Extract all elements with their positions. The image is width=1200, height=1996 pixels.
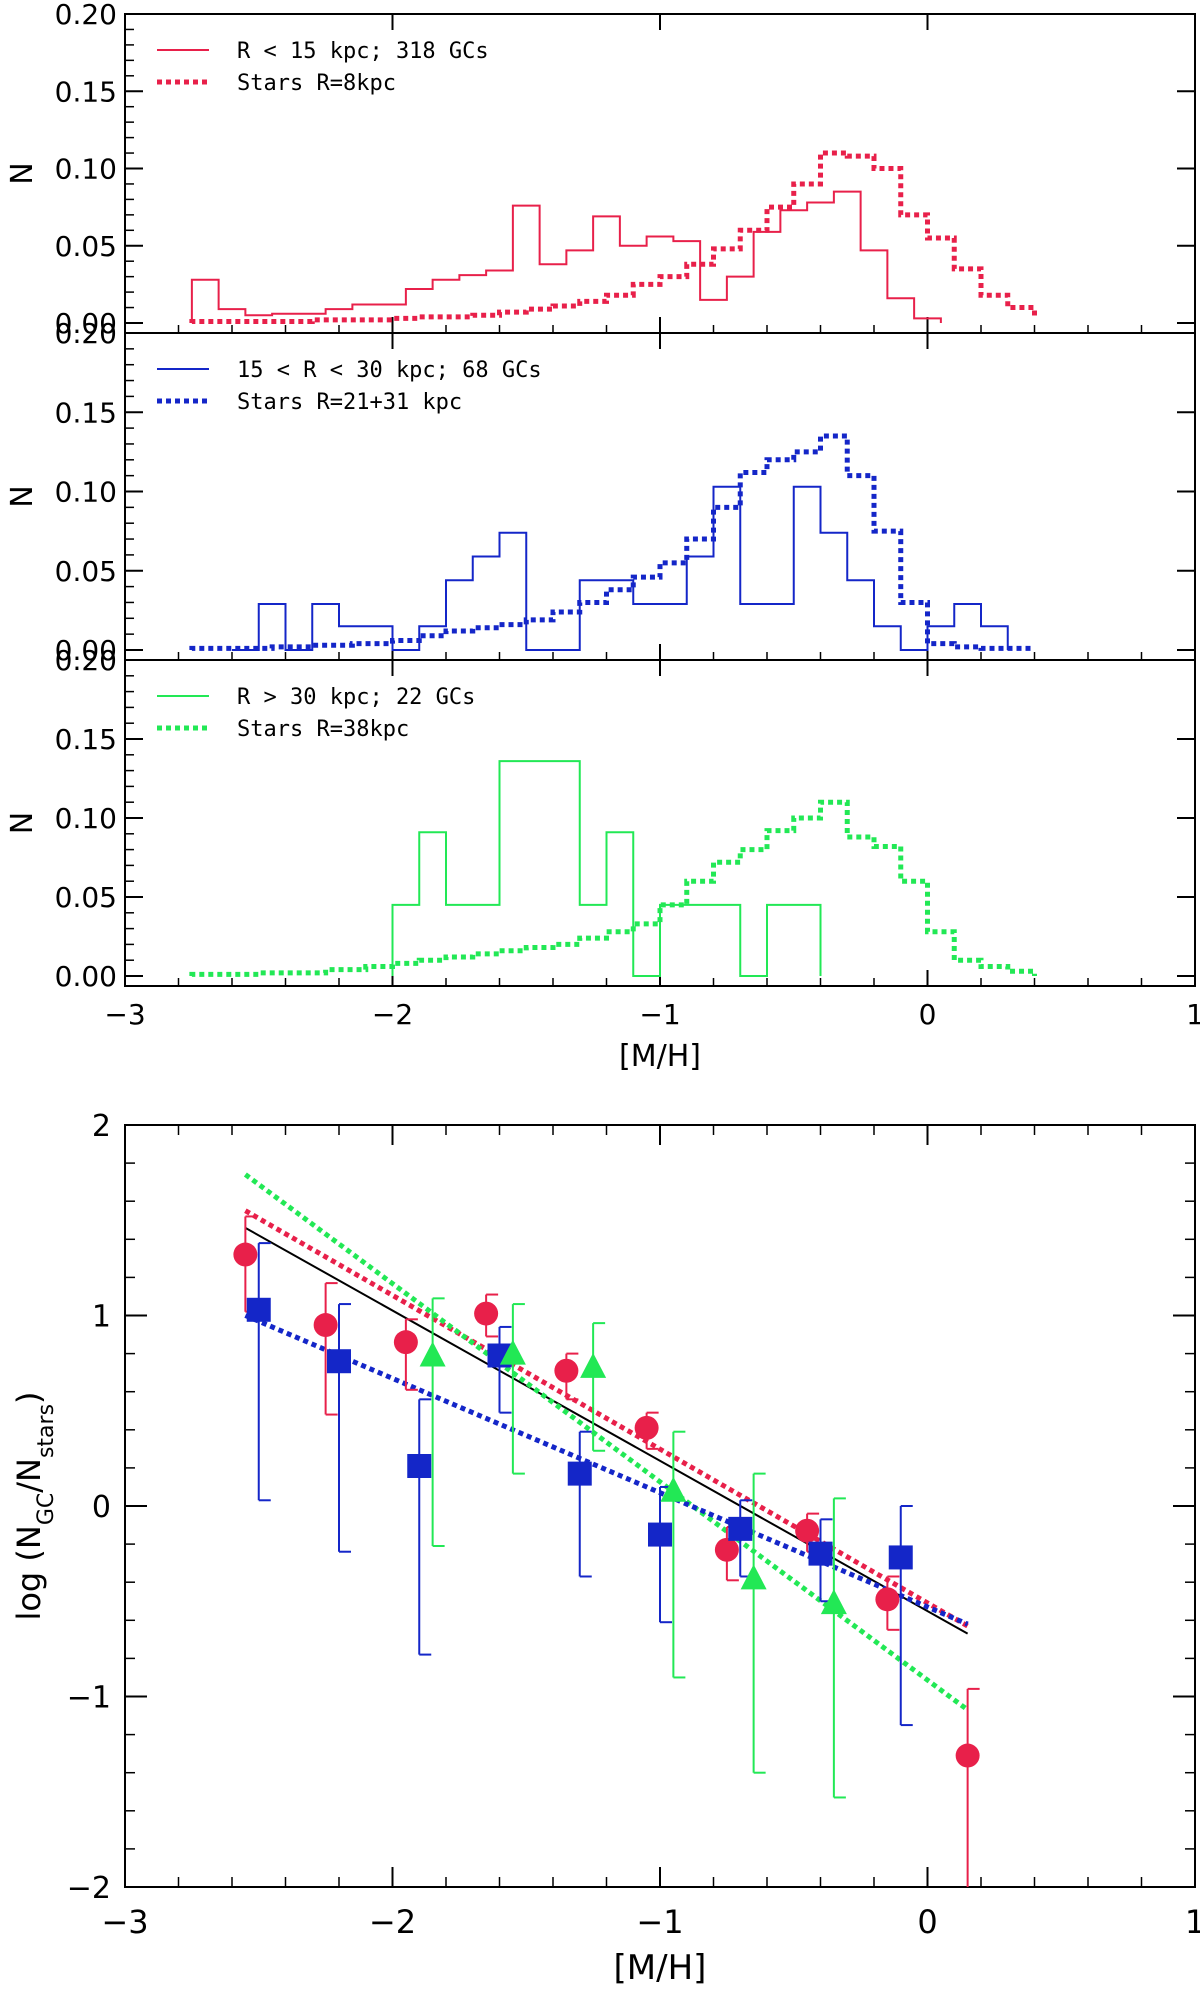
point-triangle-outer [419,1341,446,1367]
panel-3-xtick-label: −2 [372,998,413,1031]
panel-3-ytick-label: 0.05 [55,881,117,914]
panel-2-ytick-label: 0.15 [55,396,117,429]
point-triangle-outer [499,1339,526,1365]
panel-2-star-histogram [189,433,1035,651]
panel-3-xtick-label: −1 [639,998,680,1031]
scatter-ylabel: log (NGC/Nstars) [10,1391,59,1620]
scatter-xlabel: [M/H] [614,1948,707,1988]
panel-2-legend-star-label: Stars R=21+31 kpc [237,390,462,415]
scatter-ylabel-prefix: log (N [10,1525,48,1620]
point-circle-inner [393,1330,418,1355]
point-circle-inner [313,1313,338,1338]
panel-1-ytick-label: 0.20 [55,0,117,31]
point-circle-inner [795,1518,820,1543]
panel-3-ylabel: N [5,812,40,834]
scatter-xtick-label: −3 [101,1903,148,1941]
scatter-ytick-label: 2 [92,1109,111,1144]
panel-1-ytick-label: 0.15 [55,75,117,108]
point-circle-inner [875,1587,900,1612]
panel-3-ytick-label: 0.10 [55,802,117,835]
point-square-middle [567,1461,592,1486]
panel-1-legend-star-label: Stars R=8kpc [237,71,396,96]
panel-3-legend-gc-label: R > 30 kpc; 22 GCs [237,685,475,710]
scatter-ylabel-sub2: stars [34,1404,59,1458]
scatter-xtick-label: −1 [636,1903,683,1941]
point-triangle-outer [740,1564,767,1590]
point-square-middle [327,1349,351,1374]
fit-line-middle [244,1313,969,1627]
scatter-xtick-label: −2 [369,1903,416,1941]
panel-3-xtick-label: −3 [104,998,145,1031]
scatter-ylabel-mid: /N [10,1458,48,1493]
panel-3-gc-histogram [391,760,822,977]
scatter-xtick-label: 1 [1185,1903,1200,1941]
scatter-ytick-label: −2 [67,1871,111,1906]
point-circle-inner [714,1537,739,1562]
panel-3-xlabel: [M/H] [619,1039,701,1074]
panel-2-ytick-label: 0.10 [55,476,117,509]
point-triangle-outer [660,1476,687,1502]
point-square-middle [808,1541,833,1566]
panel-3-star-histogram [189,799,1037,977]
panel-1-ytick-label: 0.05 [55,230,117,263]
panel-3-ytick-label: 0.20 [55,644,117,677]
panel-1-ylabel: N [5,162,40,184]
scatter-ylabel-suffix: ) [10,1391,48,1403]
point-circle-inner [634,1415,659,1440]
point-triangle-outer [580,1352,607,1378]
point-circle-inner [554,1358,579,1383]
point-triangle-outer [820,1589,847,1615]
panel-2-ylabel: N [5,485,40,507]
point-square-middle [888,1545,913,1570]
scatter-ytick-label: 1 [92,1300,111,1335]
panel-3-xtick-label: 1 [1186,998,1200,1031]
panel-3-ytick-label: 0.15 [55,723,117,756]
panel-2-ytick-label: 0.00 [55,634,117,667]
point-square-middle [246,1297,271,1322]
scatter-ytick-label: −1 [67,1681,111,1716]
point-circle-inner [955,1743,980,1768]
point-circle-inner [474,1301,499,1326]
fit-line-inner [244,1208,969,1629]
panel-2-ytick-label: 0.05 [55,555,117,588]
scatter-ytick-label: 0 [92,1490,111,1525]
scatter-ylabel-sub1: GC [34,1493,59,1525]
fit-line-all [244,1226,969,1635]
point-square-middle [407,1453,432,1478]
panel-1-legend-gc-label: R < 15 kpc; 318 GCs [237,39,489,64]
point-square-middle [728,1516,753,1541]
panel-1-gc-histogram [190,190,942,323]
fit-line-outer [243,1172,970,1712]
panel-3-legend-star-label: Stars R=38kpc [237,717,409,742]
panel-3-xtick-label: 0 [919,998,937,1031]
panel-1-ytick-label: 0.00 [55,307,117,340]
panel-2-legend-gc-label: 15 < R < 30 kpc; 68 GCs [237,358,542,383]
point-circle-inner [233,1242,258,1267]
point-square-middle [648,1522,672,1547]
scatter-xtick-label: 0 [917,1903,937,1941]
scatter-data-group [233,1172,980,1887]
panel-1-ytick-label: 0.10 [55,153,117,186]
panel-3-ytick-label: 0.00 [55,960,117,993]
panel-2-ytick-label: 0.20 [55,317,117,350]
panel-2-gc-histogram [232,485,1009,651]
